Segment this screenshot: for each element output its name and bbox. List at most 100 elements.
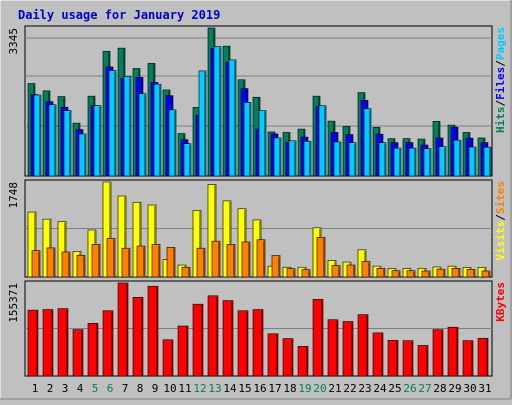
bar-shade: [84, 134, 86, 176]
bar-shade: [456, 328, 458, 376]
bar-shade: [114, 71, 116, 176]
bar-shade: [248, 242, 250, 277]
bar-shade: [173, 248, 175, 277]
x-axis-labels: 1 2 3 4 5 6 7 8 9 10 11 12 13 14 15 16 17 18 19 20 21 22 23 24 2…: [32, 382, 492, 395]
bar-shade: [98, 245, 100, 277]
bar-shade: [219, 47, 221, 176]
y-max-label: 1748: [7, 182, 20, 209]
bar-shade: [128, 249, 130, 277]
bar-shade: [126, 284, 128, 376]
bar-sites: [346, 264, 356, 278]
bar-pages: [153, 83, 162, 177]
bar-shade: [339, 142, 341, 176]
bar-shade: [323, 238, 325, 277]
bar-shade: [413, 271, 415, 277]
bar-shade: [278, 256, 280, 277]
legend-entry: Pages: [494, 27, 507, 60]
bar-kbytes: [222, 300, 234, 377]
bar-shade: [111, 311, 113, 376]
x-tick-label: 25: [388, 382, 401, 395]
bar-shade: [141, 298, 143, 376]
bar-kbytes: [237, 310, 249, 377]
bar-shade: [474, 148, 476, 176]
bar-kbytes: [267, 333, 279, 377]
bar-sites: [286, 268, 296, 278]
x-tick-label: 21: [328, 382, 341, 395]
bar-shade: [233, 245, 235, 277]
x-tick-label: 5: [92, 382, 99, 395]
bar-shade: [489, 148, 491, 176]
bar-shade: [444, 147, 446, 176]
bar-kbytes: [372, 332, 384, 377]
bar-shade: [38, 251, 40, 277]
bar-sites: [61, 251, 71, 278]
bar-sites: [376, 268, 386, 278]
bar-shade: [429, 149, 431, 176]
bar-kbytes: [387, 340, 399, 377]
bar-sites: [226, 244, 236, 278]
bar-shade: [486, 339, 488, 376]
bar-sites: [466, 269, 476, 278]
bar-shade: [36, 311, 38, 376]
legend-entry: Files: [494, 67, 507, 100]
bar-sites: [181, 266, 191, 278]
legend-entry: Visits: [494, 221, 507, 261]
bar-kbytes: [102, 310, 114, 377]
x-tick-label: 12: [193, 382, 206, 395]
bar-shade: [369, 109, 371, 176]
bar-shade: [321, 300, 323, 376]
bar-shade: [276, 334, 278, 376]
chart-panels: 3345Hits/Files/Pages1748Visits/Sites1553…: [7, 25, 507, 377]
bar-shade: [218, 242, 220, 277]
x-tick-label: 20: [313, 382, 326, 395]
bar-shade: [353, 266, 355, 277]
bar-shade: [204, 71, 206, 176]
bar-kbytes: [87, 323, 99, 377]
bar-shade: [51, 310, 53, 376]
bar-kbytes: [402, 340, 414, 377]
x-tick-label: 16: [253, 382, 266, 395]
bar-shade: [83, 256, 85, 277]
bar-shade: [336, 320, 338, 376]
bar-pages: [333, 141, 342, 177]
bar-shade: [351, 322, 353, 376]
bar-kbytes: [132, 296, 144, 377]
bar-sites: [241, 241, 251, 278]
panel-bottom: 155371 KBytes: [7, 280, 507, 377]
bar-pages: [228, 59, 237, 177]
bar-pages: [378, 142, 387, 177]
x-tick-label: 9: [152, 382, 159, 395]
bar-kbytes: [357, 314, 369, 377]
bar-shade: [39, 96, 41, 176]
bar-shade: [234, 60, 236, 176]
bar-kbytes: [27, 309, 39, 377]
x-tick-label: 11: [178, 382, 191, 395]
bar-kbytes: [177, 325, 189, 377]
bar-sites: [106, 238, 116, 278]
bar-shade: [129, 77, 131, 176]
bar-shade: [246, 311, 248, 376]
bar-shade: [124, 197, 126, 277]
bar-shade: [488, 272, 490, 277]
bar-shade: [249, 103, 251, 176]
bar-shade: [399, 149, 401, 176]
bar-shade: [159, 85, 161, 176]
bar-sites: [391, 270, 401, 278]
x-tick-label: 13: [208, 382, 221, 395]
bar-shade: [263, 240, 265, 277]
bar-shade: [139, 203, 141, 277]
bar-shade: [338, 266, 340, 277]
bar-shade: [426, 346, 428, 376]
bar-shade: [264, 111, 266, 176]
legend-entry: Hits: [494, 107, 507, 134]
bar-kbytes: [342, 321, 354, 377]
bar-pages: [48, 104, 57, 177]
bar-pages: [138, 93, 147, 177]
bar-sites: [436, 268, 446, 278]
bar-shade: [186, 327, 188, 376]
legend-entry: Sites: [494, 181, 507, 214]
legend-entry: /: [494, 100, 507, 107]
bar-shade: [214, 185, 216, 277]
bar-sites: [136, 245, 146, 278]
x-tick-label: 8: [137, 382, 144, 395]
